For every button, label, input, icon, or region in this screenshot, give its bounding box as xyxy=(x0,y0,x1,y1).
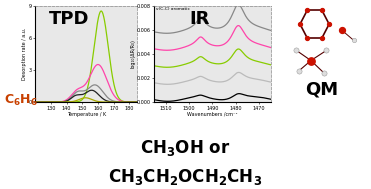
X-axis label: Temperature / K: Temperature / K xyxy=(67,112,106,117)
Point xyxy=(321,71,326,74)
Point xyxy=(319,37,325,40)
Point xyxy=(308,59,314,62)
Point xyxy=(326,23,332,26)
Text: TPD: TPD xyxy=(49,9,89,28)
Point xyxy=(319,9,325,12)
Point xyxy=(296,69,302,72)
Text: $\mathbf{C_6H_6}$: $\mathbf{C_6H_6}$ xyxy=(4,93,38,108)
Text: ν(C-C) aromatic: ν(C-C) aromatic xyxy=(156,7,190,11)
Text: QM: QM xyxy=(305,81,338,99)
Point xyxy=(304,9,310,12)
Text: $\mathbf{CH_3OH}$ or: $\mathbf{CH_3OH}$ or xyxy=(140,138,231,158)
Point xyxy=(304,37,310,40)
Point xyxy=(324,49,329,52)
X-axis label: Wavenumbers /cm⁻¹: Wavenumbers /cm⁻¹ xyxy=(187,112,238,117)
Y-axis label: log₁₀(ΔR/R₀): log₁₀(ΔR/R₀) xyxy=(130,40,135,68)
Text: IR: IR xyxy=(189,9,209,28)
Point xyxy=(297,23,303,26)
Text: $\mathbf{CH_3CH_2OCH_2CH_3}$: $\mathbf{CH_3CH_2OCH_2CH_3}$ xyxy=(108,167,263,187)
Y-axis label: Desorption rate / a.u.: Desorption rate / a.u. xyxy=(22,28,27,80)
Point xyxy=(351,39,357,42)
Point xyxy=(293,49,299,52)
Point xyxy=(339,29,345,32)
